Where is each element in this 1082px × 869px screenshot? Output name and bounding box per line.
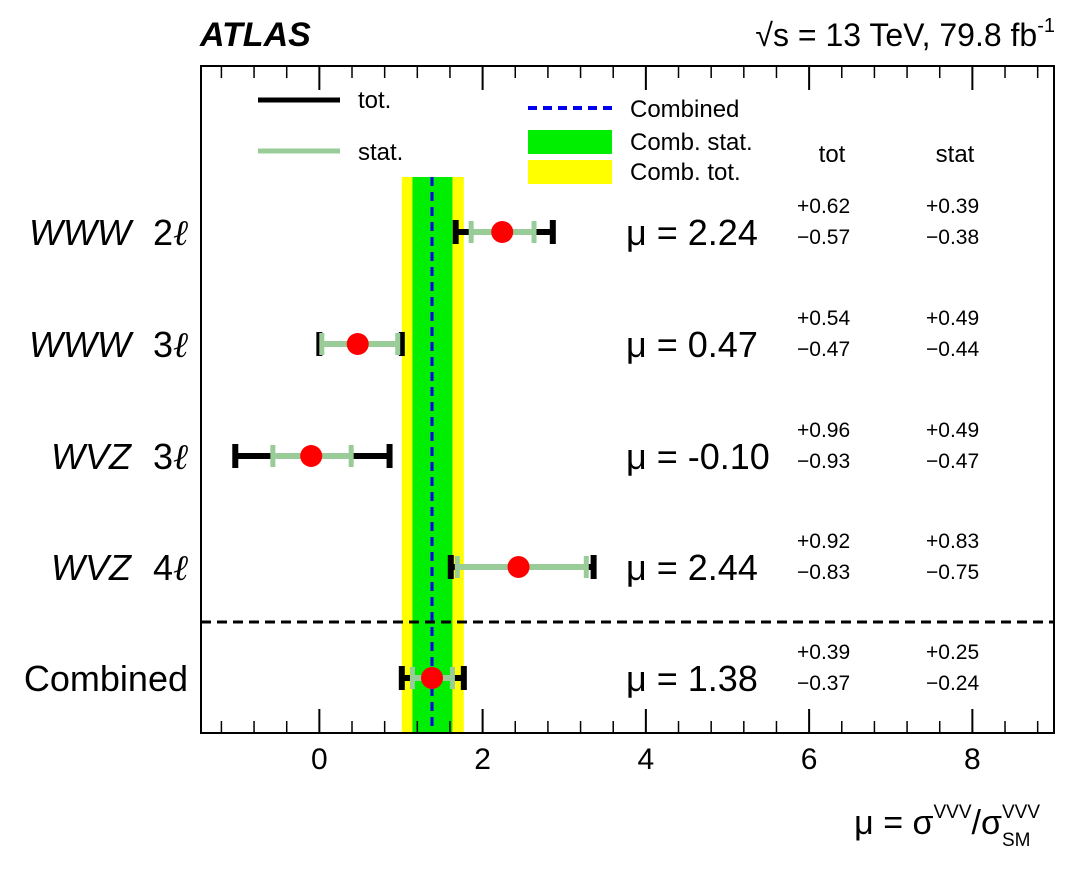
tot-up-value: +0.54 <box>797 307 850 330</box>
tot-up-value: +0.62 <box>797 195 850 218</box>
stat-column-header: stat <box>936 141 975 168</box>
stat-down-value: −0.75 <box>926 561 979 584</box>
central-value-point <box>491 221 514 243</box>
row-label: WVZ 4ℓ <box>51 547 188 589</box>
combined-bands <box>401 177 464 733</box>
channel-row-3: WVZ 4ℓ μ = 2.44 +0.92 −0.83 +0.83 −0.75 <box>51 530 979 589</box>
central-value-point <box>346 333 369 355</box>
x-tick-label: 6 <box>801 743 818 776</box>
stat-up-value: +0.39 <box>926 195 979 218</box>
central-value-point <box>421 667 444 689</box>
energy-lumi-text: √s = 13 TeV, 79.8 fb <box>755 17 1037 53</box>
x-axis-label-sup1: VVV <box>934 802 972 823</box>
x-tick-label: 8 <box>964 743 981 776</box>
legend-stat-label: stat. <box>358 139 403 166</box>
stat-down-value: −0.24 <box>926 672 979 695</box>
x-axis-label-main: μ = σ <box>854 804 933 842</box>
mu-value-label: μ = 2.44 <box>626 547 758 588</box>
x-axis-label-slash: /σ <box>972 804 1002 842</box>
x-tick-label: 4 <box>638 743 655 776</box>
central-value-point <box>507 556 530 578</box>
row-label-process: WVZ <box>51 547 132 588</box>
stat-up-value: +0.83 <box>926 530 979 553</box>
legend-combined-label: Combined <box>630 96 739 123</box>
channel-row-4: Combined μ = 1.38 +0.39 −0.37 +0.25 −0.24 <box>24 641 980 699</box>
mu-value-label: μ = -0.10 <box>626 436 770 477</box>
row-label-lepton: ℓ <box>173 325 188 366</box>
x-axis-label-sup2: VVV <box>1002 802 1040 823</box>
atlas-label: ATLAS <box>199 16 311 54</box>
stat-down-value: −0.47 <box>926 450 979 473</box>
mu-value-label: μ = 0.47 <box>626 324 758 365</box>
tot-up-value: +0.92 <box>797 530 850 553</box>
tot-down-value: −0.57 <box>797 226 850 249</box>
channel-row-0: WWW 2ℓ μ = 2.24 +0.62 −0.57 +0.39 −0.38 <box>29 195 979 254</box>
mu-value-label: μ = 2.24 <box>626 212 758 253</box>
channel-row-1: WWW 3ℓ μ = 0.47 +0.54 −0.47 +0.49 −0.44 <box>29 307 979 366</box>
tot-down-value: −0.83 <box>797 561 850 584</box>
stat-up-value: +0.49 <box>926 419 979 442</box>
x-tick-label: 2 <box>474 743 491 776</box>
row-label-process: WWW <box>29 212 134 253</box>
plot-frame <box>200 65 1055 734</box>
row-label: WWW 3ℓ <box>29 324 188 366</box>
x-axis: 0 2 4 6 8 <box>220 66 1039 776</box>
row-label-multiplicity: 4 <box>153 547 173 588</box>
tot-down-value: −0.47 <box>797 338 850 361</box>
energy-lumi-label: √s = 13 TeV, 79.8 fb-1 <box>755 15 1055 53</box>
legend-comb-tot-label: Comb. tot. <box>630 159 741 186</box>
channel-row-2: WVZ 3ℓ μ = -0.10 +0.96 −0.93 +0.49 −0.47 <box>51 419 979 478</box>
row-label-process: Combined <box>24 658 188 699</box>
row-label-process: WWW <box>29 324 134 365</box>
legend-comb-stat-label: Comb. stat. <box>630 129 753 156</box>
legend-comb-tot-swatch <box>528 160 612 184</box>
row-label: Combined <box>24 658 188 699</box>
stat-down-value: −0.38 <box>926 226 979 249</box>
stat-down-value: −0.44 <box>926 338 979 361</box>
row-label-process: WVZ <box>51 436 132 477</box>
row-label: WVZ 3ℓ <box>51 436 188 478</box>
row-label-multiplicity: 3 <box>153 436 173 477</box>
row-label-multiplicity: 3 <box>153 324 173 365</box>
row-label: WWW 2ℓ <box>29 212 188 254</box>
stat-up-value: +0.49 <box>926 307 979 330</box>
tot-column-header: tot <box>819 141 846 168</box>
x-tick-label: 0 <box>311 743 328 776</box>
central-value-point <box>300 445 323 467</box>
row-label-lepton: ℓ <box>173 548 188 589</box>
x-axis-label: μ = σVVV/σVVV SM <box>854 802 1040 851</box>
energy-lumi-exponent: -1 <box>1037 15 1055 37</box>
tot-down-value: −0.93 <box>797 450 850 473</box>
x-axis-label-sub2: SM <box>1002 830 1031 851</box>
mu-value-label: μ = 1.38 <box>626 658 758 699</box>
tot-down-value: −0.37 <box>797 672 850 695</box>
legend-comb-stat-swatch <box>528 130 612 154</box>
legend-tot-label: tot. <box>358 87 391 114</box>
tot-up-value: +0.39 <box>797 641 850 664</box>
row-label-lepton: ℓ <box>173 213 188 254</box>
tot-up-value: +0.96 <box>797 419 850 442</box>
row-label-lepton: ℓ <box>173 437 188 478</box>
row-label-multiplicity: 2 <box>153 212 173 253</box>
stat-up-value: +0.25 <box>926 641 979 664</box>
